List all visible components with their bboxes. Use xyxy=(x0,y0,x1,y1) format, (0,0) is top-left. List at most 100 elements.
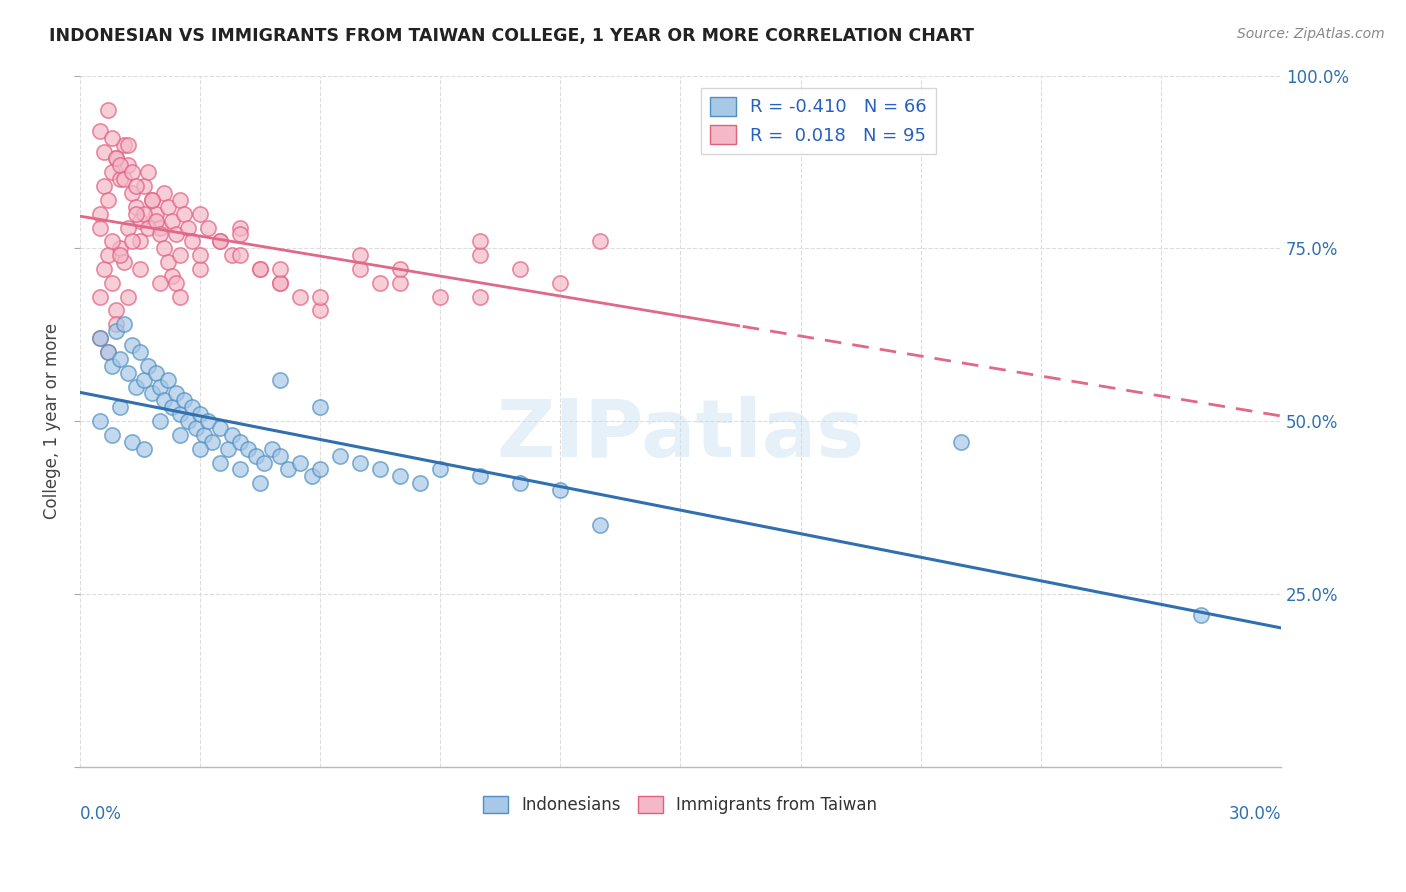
Point xyxy=(221,248,243,262)
Point xyxy=(132,442,155,456)
Y-axis label: College, 1 year or more: College, 1 year or more xyxy=(44,323,60,519)
Point xyxy=(97,345,120,359)
Point xyxy=(269,449,291,463)
Point xyxy=(145,366,167,380)
Point xyxy=(129,213,152,227)
Point xyxy=(108,172,131,186)
Point xyxy=(104,303,127,318)
Point xyxy=(145,213,167,227)
Point xyxy=(169,193,191,207)
Point xyxy=(429,290,451,304)
Point xyxy=(217,442,239,456)
Point xyxy=(188,407,211,421)
Point xyxy=(101,359,124,373)
Point xyxy=(229,462,252,476)
Point xyxy=(249,262,271,277)
Point xyxy=(149,414,172,428)
Point xyxy=(389,262,412,277)
Point xyxy=(470,290,492,304)
Text: 30.0%: 30.0% xyxy=(1229,805,1281,823)
Point xyxy=(188,207,211,221)
Point xyxy=(208,456,231,470)
Point xyxy=(145,207,167,221)
Point xyxy=(160,213,183,227)
Point xyxy=(108,158,131,172)
Point xyxy=(245,449,267,463)
Point xyxy=(101,235,124,249)
Point xyxy=(97,345,120,359)
Point xyxy=(97,248,120,262)
Point xyxy=(309,303,332,318)
Point xyxy=(229,248,252,262)
Point xyxy=(949,434,972,449)
Point xyxy=(93,145,115,159)
Point xyxy=(132,207,155,221)
Point xyxy=(117,137,139,152)
Point xyxy=(229,434,252,449)
Point xyxy=(108,241,131,255)
Point xyxy=(112,318,135,332)
Point xyxy=(121,434,143,449)
Point xyxy=(153,393,176,408)
Point xyxy=(89,220,111,235)
Point xyxy=(201,434,224,449)
Point xyxy=(509,476,531,491)
Point xyxy=(141,193,163,207)
Point xyxy=(129,345,152,359)
Point xyxy=(188,248,211,262)
Point xyxy=(149,227,172,242)
Point xyxy=(156,200,179,214)
Point xyxy=(93,179,115,194)
Point xyxy=(173,393,195,408)
Point xyxy=(389,276,412,290)
Point xyxy=(136,165,159,179)
Point xyxy=(269,262,291,277)
Point xyxy=(389,469,412,483)
Point xyxy=(121,235,143,249)
Point xyxy=(221,428,243,442)
Point xyxy=(229,227,252,242)
Point xyxy=(236,442,259,456)
Point xyxy=(108,351,131,366)
Text: Source: ZipAtlas.com: Source: ZipAtlas.com xyxy=(1237,27,1385,41)
Point xyxy=(89,290,111,304)
Point xyxy=(470,235,492,249)
Point xyxy=(184,421,207,435)
Point xyxy=(132,373,155,387)
Point xyxy=(129,262,152,277)
Point xyxy=(101,165,124,179)
Point xyxy=(349,262,371,277)
Legend: Indonesians, Immigrants from Taiwan: Indonesians, Immigrants from Taiwan xyxy=(477,789,884,821)
Point xyxy=(89,207,111,221)
Point xyxy=(197,220,219,235)
Point xyxy=(349,248,371,262)
Point xyxy=(149,276,172,290)
Point xyxy=(169,407,191,421)
Point xyxy=(101,428,124,442)
Point xyxy=(229,220,252,235)
Point xyxy=(589,235,612,249)
Point xyxy=(309,401,332,415)
Point xyxy=(260,442,283,456)
Point xyxy=(149,379,172,393)
Point xyxy=(117,220,139,235)
Point xyxy=(121,338,143,352)
Point xyxy=(509,262,531,277)
Point xyxy=(89,414,111,428)
Point xyxy=(132,179,155,194)
Point xyxy=(125,179,148,194)
Point xyxy=(177,220,200,235)
Point xyxy=(104,324,127,338)
Point xyxy=(277,462,299,476)
Point xyxy=(301,469,323,483)
Point xyxy=(269,276,291,290)
Point xyxy=(309,462,332,476)
Point xyxy=(288,456,311,470)
Point xyxy=(112,172,135,186)
Point xyxy=(149,220,172,235)
Point xyxy=(112,137,135,152)
Point xyxy=(470,248,492,262)
Point xyxy=(181,401,204,415)
Point xyxy=(104,152,127,166)
Point xyxy=(165,227,187,242)
